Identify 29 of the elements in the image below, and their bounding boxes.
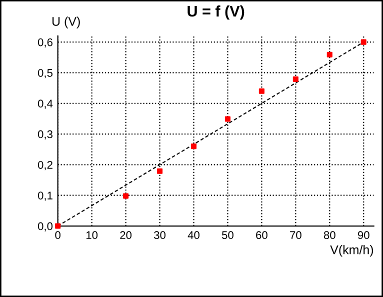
x-axis-title: V(km/h) [330,245,374,257]
point [156,168,163,174]
point [55,223,61,229]
point [258,88,264,94]
point [190,144,197,150]
y-axis-title: U (V) [52,16,80,28]
y-tick-label: 0,3 [38,130,52,140]
x-tick-label: 10 [86,231,98,240]
x-tick-label: 90 [358,231,370,240]
chart-title: U = f (V) [188,5,244,20]
x-tick-label: 60 [256,231,268,240]
y-tick-label: 0,2 [38,160,52,170]
x-tick-label: 40 [188,231,200,240]
y-tick-label: 0,5 [38,68,53,78]
point [360,39,366,45]
point [123,193,129,199]
x-tick-label: 80 [324,231,336,240]
x-tick-label: 0 [55,231,60,240]
y-tick-label: 0,0 [38,222,53,232]
x-tick-label: 70 [290,231,302,240]
x-tick-label: 30 [154,231,166,240]
point [224,116,230,122]
y-tick-label: 0,4 [38,100,53,109]
x-tick-label: 50 [222,231,234,240]
point [292,76,298,82]
x-tick-label: 20 [120,231,132,240]
y-tick-label: 0,1 [38,192,52,201]
point [326,52,332,58]
y-tick-label: 0,6 [38,38,52,48]
